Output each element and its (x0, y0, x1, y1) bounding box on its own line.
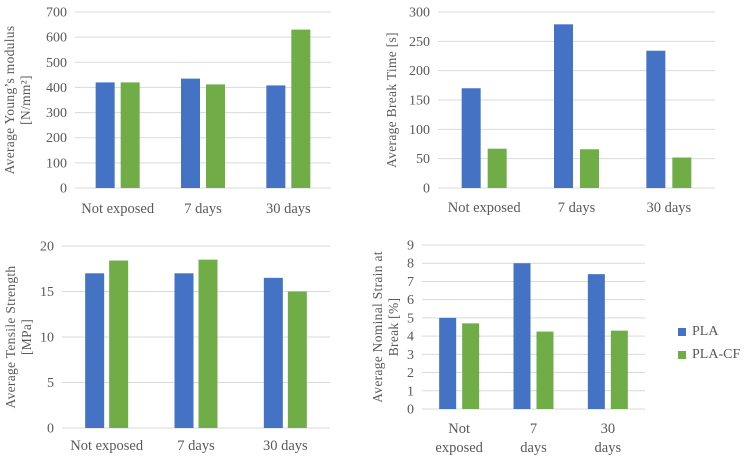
y-tick-label: 600 (46, 31, 67, 46)
bar-pla-30-days (587, 274, 605, 409)
y-tick-label: 15 (40, 285, 54, 300)
bar-pla-7-days (174, 273, 194, 428)
y-axis-title: [N/mm²] (18, 75, 33, 125)
y-axis-title: [MPa] (19, 319, 34, 355)
y-tick-label: 2 (407, 366, 414, 381)
y-axis-title: Average Tensile Strength (3, 266, 18, 409)
y-tick-label: 10 (40, 331, 54, 346)
y-tick-label: 100 (46, 156, 67, 171)
y-tick-label: 0 (47, 422, 54, 437)
y-tick-label: 250 (409, 35, 430, 50)
chart-canvas-youngs-modulus: 0 100 200 300 400 500 600 700 Not exposed 7 days 3… (2, 6, 331, 217)
y-tick-label: 300 (409, 6, 430, 21)
y-tick-label: 700 (46, 6, 67, 21)
x-category-label: 30 (601, 421, 616, 437)
y-tick-label: 9 (407, 239, 414, 254)
x-category-label: 30 days (646, 200, 691, 216)
y-tick-label: 300 (46, 106, 67, 121)
y-tick-label: 500 (46, 56, 67, 71)
bar-pla-cf-30-days (287, 291, 307, 428)
x-category-label: Not exposed (70, 438, 144, 454)
chart-canvas-break-time: 0 50 100 150 200 250 300 Not exposed 7 days 30 da… (384, 6, 715, 216)
x-category-label: 7 (530, 421, 537, 437)
y-tick-label: 4 (407, 330, 414, 345)
bar-pla-cf-not-exposed (462, 323, 480, 409)
bar-pla-cf-30-days (291, 29, 311, 188)
bar-pla-cf-not-exposed (120, 82, 140, 188)
bar-pla-cf-7-days (198, 259, 218, 428)
x-category-label: days (520, 440, 547, 456)
y-tick-label: 50 (416, 152, 430, 167)
bar-pla-cf-7-days (536, 331, 554, 409)
bar-pla-30-days (263, 277, 283, 428)
y-tick-label: 6 (407, 293, 414, 308)
legend-swatch-pla-cf-icon (678, 351, 686, 359)
y-tick-label: 3 (407, 348, 414, 363)
x-category-label: days (595, 440, 622, 456)
x-category-label: Not exposed (448, 200, 522, 216)
x-category-label: 7 days (558, 200, 596, 216)
x-category-label: 30 days (266, 201, 311, 217)
y-tick-label: 7 (407, 275, 414, 290)
chart-canvas-nominal-strain: 0 1 2 3 4 5 6 7 8 9 Not exposed 7 days 30 days Average N… (372, 239, 645, 456)
bar-pla-cf-not-exposed (109, 260, 129, 428)
bar-pla-7-days (554, 24, 573, 188)
x-category-label: 7 days (184, 201, 222, 217)
bar-pla-not-exposed (439, 317, 457, 409)
bar-pla-not-exposed (461, 88, 481, 188)
y-tick-label: 20 (40, 240, 54, 255)
legend-swatch-pla-icon (678, 328, 686, 336)
chart-youngs-modulus: 0 100 200 300 400 500 600 700 Not exposed 7 days 3… (0, 0, 372, 230)
y-tick-label: 1 (407, 384, 414, 399)
bar-pla-cf-30-days (610, 330, 628, 409)
x-category-label: 30 days (263, 438, 308, 454)
y-axis-title: Average Young’s modulus (2, 26, 17, 175)
y-tick-label: 0 (60, 182, 67, 197)
x-category-label: exposed (435, 440, 483, 456)
y-tick-label: 8 (407, 257, 414, 272)
y-tick-label: 0 (407, 403, 414, 418)
bar-pla-7-days (513, 263, 531, 409)
bar-pla-30-days (646, 50, 666, 188)
legend: PLA PLA-CF (678, 325, 740, 362)
y-axis-title: Average Break Time [s] (384, 32, 399, 168)
x-category-label: 7 days (177, 438, 215, 454)
y-tick-label: 5 (47, 376, 54, 391)
bar-pla-cf-7-days (580, 149, 599, 188)
chart-tensile-strength: 0 5 10 15 20 Not exposed 7 days 30 days Average … (0, 230, 372, 461)
bar-pla-cf-7-days (206, 84, 225, 188)
bar-pla-30-days (266, 85, 286, 188)
x-category-label: Not exposed (81, 201, 155, 217)
y-tick-label: 150 (409, 94, 430, 109)
chart-nominal-strain: 0 1 2 3 4 5 6 7 8 9 Not exposed 7 days 30 days Average N… (372, 230, 745, 461)
bar-pla-cf-not-exposed (487, 148, 507, 188)
chart-canvas-tensile-strength: 0 5 10 15 20 Not exposed 7 days 30 days Average … (3, 240, 330, 454)
bar-pla-not-exposed (95, 82, 115, 188)
legend-label-pla: PLA (692, 324, 719, 339)
y-tick-label: 200 (46, 131, 67, 146)
bar-pla-not-exposed (85, 273, 105, 428)
bar-pla-7-days (181, 78, 200, 188)
x-category-label: Not (448, 421, 470, 437)
y-tick-label: 100 (409, 123, 430, 138)
legend-item-pla: PLA (678, 325, 740, 339)
y-tick-label: 0 (423, 182, 430, 197)
y-axis-title: Break [%] (386, 298, 401, 357)
chart-break-time: 0 50 100 150 200 250 300 Not exposed 7 days 30 da… (372, 0, 745, 230)
y-tick-label: 200 (409, 64, 430, 79)
y-tick-label: 400 (46, 81, 67, 96)
y-tick-label: 5 (407, 311, 414, 326)
bar-pla-cf-30-days (672, 157, 692, 188)
legend-item-pla-cf: PLA-CF (678, 348, 740, 362)
legend-label-pla-cf: PLA-CF (692, 347, 741, 362)
y-axis-title: Average Nominal Strain at (372, 251, 385, 403)
